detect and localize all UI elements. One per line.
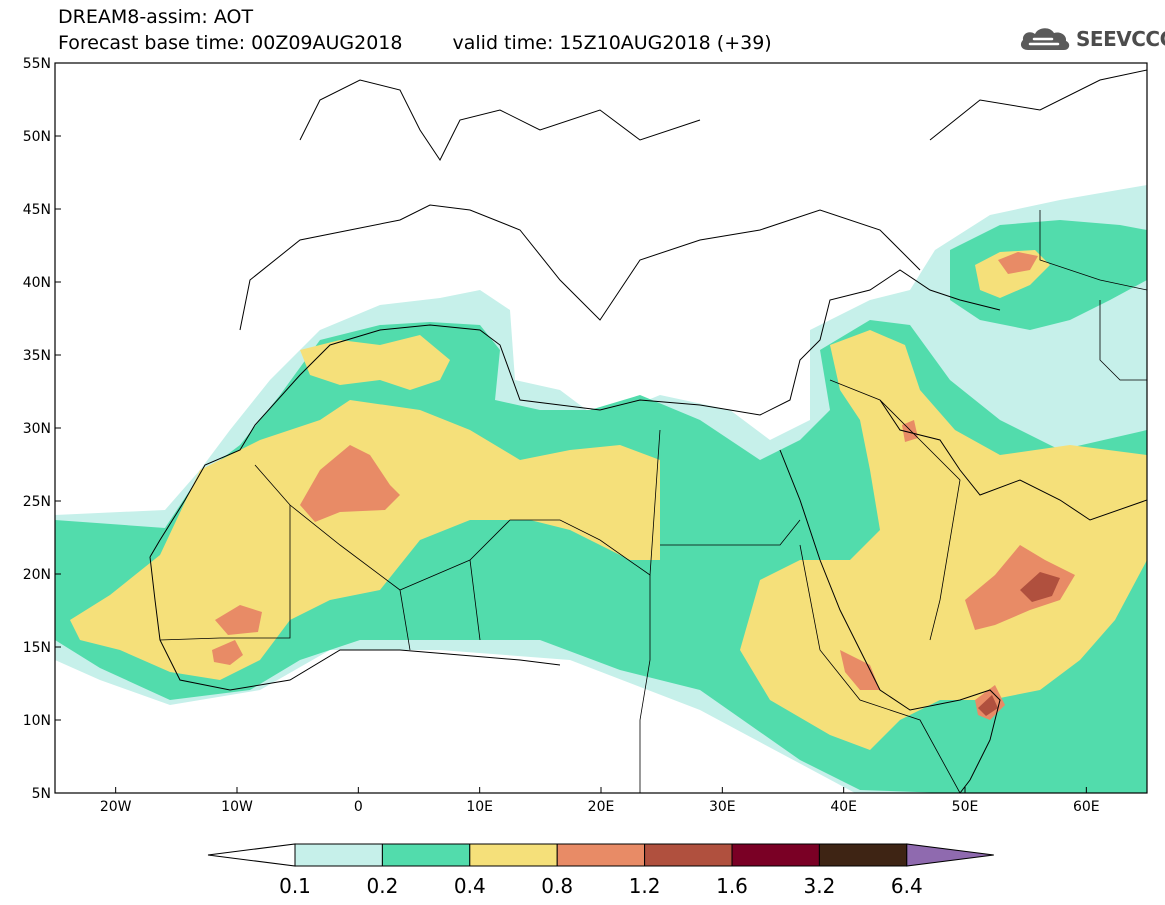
aot-band-0.8-sahara	[300, 445, 400, 522]
aot-band-0.8-caspian	[998, 252, 1038, 274]
aot-band-0.4	[70, 400, 660, 680]
seevccc-logo: SEEVCCC	[1018, 24, 1165, 54]
lon-label: 0	[354, 799, 363, 815]
colorbar-swatch	[731, 843, 820, 867]
colorbar-over-triangle	[906, 843, 994, 867]
colorbar-level-label: 0.8	[541, 874, 573, 898]
valid-time: valid time: 15Z10AUG2018 (+39)	[452, 32, 772, 54]
colorbar-under-triangle	[207, 843, 296, 867]
colorbar-level-label: 1.6	[716, 874, 748, 898]
aot-band-0.4-north	[300, 335, 450, 390]
lat-label: 55N	[23, 56, 51, 72]
lat-label: 45N	[23, 202, 51, 218]
colorbar-swatch	[818, 843, 908, 867]
colorbar-swatch	[556, 843, 646, 867]
lat-label: 35N	[23, 348, 51, 364]
colorbar-level-label: 6.4	[891, 874, 923, 898]
forecast-base-time: Forecast base time: 00Z09AUG2018	[58, 32, 403, 54]
logo-text: SEEVCCC	[1076, 27, 1165, 51]
lat-label: 15N	[23, 640, 51, 656]
colorbar: 0.1 0.2 0.4 0.8 1.2 1.6 3.2 6.4	[207, 843, 994, 898]
time-info: Forecast base time: 00Z09AUG2018 valid ti…	[58, 32, 772, 54]
cloud-icon	[1020, 28, 1070, 50]
aot-band-0.8-mauritania	[215, 605, 262, 635]
map-plot-area: 55N 50N 45N 40N 35N 30N 25N 20N 15N 10N 5N 20W 10W 0…	[23, 56, 1148, 815]
lat-label: 5N	[32, 786, 51, 802]
lon-label: 30E	[709, 799, 736, 815]
longitude-axis: 20W 10W 0 10E 20E 30E 40E 50E 60E	[100, 787, 1100, 815]
aot-band-1.2-oman	[1020, 572, 1060, 602]
lon-label: 40E	[830, 799, 857, 815]
colorbar-level-label: 3.2	[803, 874, 835, 898]
lon-label: 50E	[952, 799, 979, 815]
lat-label: 25N	[23, 494, 51, 510]
aot-field	[55, 185, 1147, 793]
aot-band-0.2-caspian	[950, 220, 1147, 330]
lat-label: 20N	[23, 567, 51, 583]
lon-label: 20W	[100, 799, 132, 815]
aot-band-0.8-oman	[965, 545, 1075, 630]
colorbar-swatch	[469, 843, 558, 867]
colorbar-level-label: 0.1	[279, 874, 311, 898]
lat-label: 50N	[23, 129, 51, 145]
colorbar-level-label: 1.2	[629, 874, 661, 898]
lon-label: 10W	[221, 799, 253, 815]
latitude-axis: 55N 50N 45N 40N 35N 30N 25N 20N 15N 10N 5N	[23, 56, 61, 802]
map-title: DREAM8-assim: AOT	[58, 6, 254, 28]
aot-band-0.8-senegal	[212, 640, 243, 665]
lat-label: 10N	[23, 713, 51, 729]
aot-band-0.4-arabia	[740, 330, 1147, 750]
aot-band-0.8-ethiopia	[840, 650, 880, 690]
colorbar-swatch	[294, 843, 383, 867]
lon-label: 10E	[466, 799, 493, 815]
colorbar-level-label: 0.2	[366, 874, 398, 898]
lat-label: 30N	[23, 421, 51, 437]
colorbar-swatch	[381, 843, 471, 867]
lat-label: 40N	[23, 275, 51, 291]
aot-band-1.2-horn	[978, 695, 998, 716]
country-borders	[159, 210, 1147, 793]
colorbar-level-label: 0.4	[454, 874, 486, 898]
colorbar-swatch	[644, 843, 733, 867]
lon-label: 60E	[1073, 799, 1100, 815]
lon-label: 20E	[588, 799, 615, 815]
